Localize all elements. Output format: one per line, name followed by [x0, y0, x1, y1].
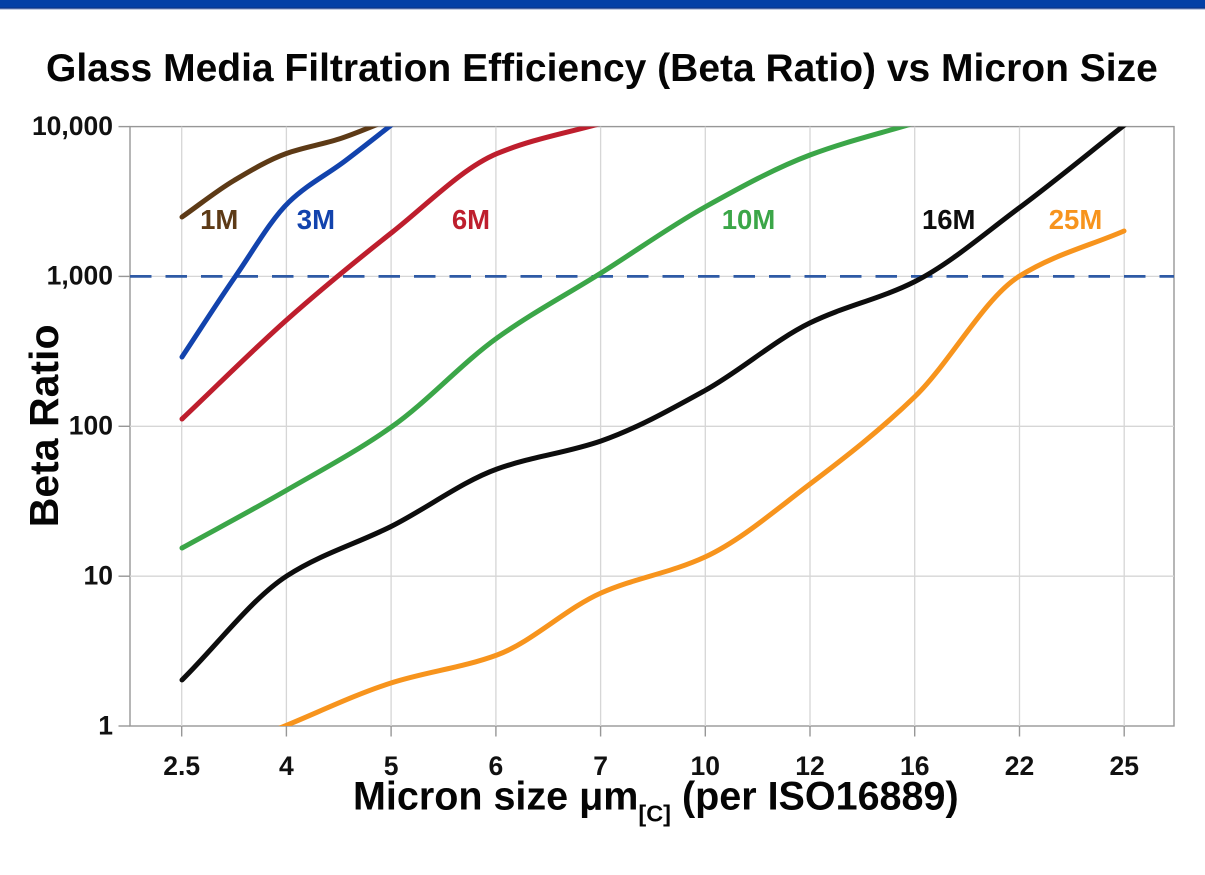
svg-text:1,000: 1,000 — [47, 261, 113, 291]
svg-text:5: 5 — [384, 751, 399, 781]
svg-text:25: 25 — [1109, 751, 1138, 781]
svg-text:10: 10 — [691, 751, 720, 781]
svg-text:1M: 1M — [200, 204, 238, 235]
svg-text:Glass Media Filtration Efficie: Glass Media Filtration Efficiency (Beta … — [46, 47, 1158, 90]
svg-text:6M: 6M — [452, 204, 490, 235]
svg-text:6: 6 — [489, 751, 504, 781]
svg-text:22: 22 — [1005, 751, 1034, 781]
svg-text:12: 12 — [795, 751, 824, 781]
svg-text:7: 7 — [593, 751, 608, 781]
svg-text:10: 10 — [84, 561, 113, 591]
svg-text:4: 4 — [279, 751, 294, 781]
svg-text:2.5: 2.5 — [163, 751, 200, 781]
svg-text:10M: 10M — [722, 204, 776, 235]
svg-text:16M: 16M — [922, 204, 976, 235]
svg-text:Micron size μm[C] (per ISO1688: Micron size μm[C] (per ISO16889) — [353, 775, 959, 827]
svg-text:3M: 3M — [297, 204, 335, 235]
svg-text:10,000: 10,000 — [32, 111, 113, 141]
svg-text:1: 1 — [98, 710, 113, 740]
svg-text:25M: 25M — [1049, 204, 1103, 235]
svg-text:16: 16 — [900, 751, 929, 781]
svg-text:100: 100 — [69, 411, 113, 441]
svg-text:Beta Ratio: Beta Ratio — [21, 325, 67, 528]
